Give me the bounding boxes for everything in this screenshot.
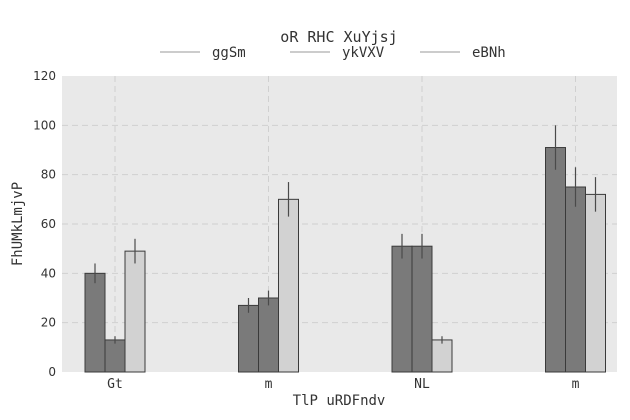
legend-label: ggSm	[212, 45, 246, 61]
y-axis-label: FhUMkLmjvP	[10, 182, 26, 266]
x-tick-label: NL	[414, 377, 430, 392]
bar	[565, 186, 586, 373]
axis-layer: 0 20 40 60 80 100 120 Gt m NL m	[33, 69, 579, 392]
x-tick-label: m	[572, 377, 580, 392]
y-tick-label: 20	[41, 316, 56, 330]
legend-label: eBNh	[472, 45, 506, 61]
x-tick-label: Gt	[107, 377, 123, 392]
bar	[124, 250, 146, 373]
x-axis-label: TlP uRDFndv	[293, 393, 386, 409]
bar	[104, 339, 126, 373]
legend: ggSm ykVXV eBNh	[160, 45, 506, 61]
bar	[258, 297, 279, 373]
bar	[545, 147, 566, 373]
chart-title: oR RHC XuYjsj	[280, 28, 397, 46]
grid-layer	[62, 76, 617, 372]
y-tick-label: 60	[41, 217, 56, 231]
bar	[84, 272, 106, 373]
x-tick-label: m	[265, 377, 273, 392]
bar	[238, 304, 259, 373]
y-tick-label: 120	[33, 69, 56, 83]
bar	[585, 193, 606, 373]
y-tick-label: 0	[48, 365, 56, 379]
y-tick-label: 100	[33, 118, 56, 132]
bar	[391, 245, 413, 373]
bar	[431, 339, 453, 373]
bars-layer	[84, 125, 606, 373]
y-tick-label: 80	[41, 168, 56, 182]
y-tick-label: 40	[41, 266, 56, 280]
bar	[411, 245, 433, 373]
bar	[278, 198, 299, 373]
legend-label: ykVXV	[342, 45, 385, 61]
